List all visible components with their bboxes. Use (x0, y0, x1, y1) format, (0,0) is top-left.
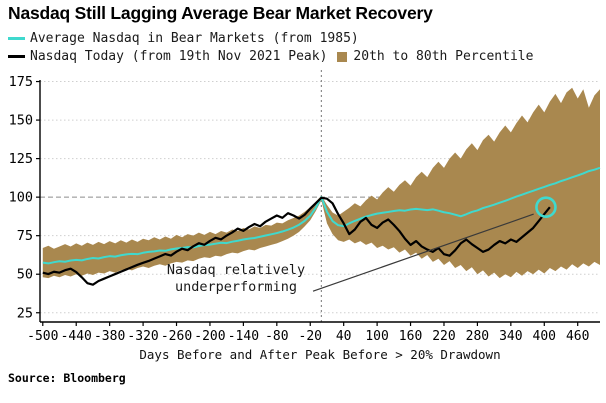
legend-label-average-nasdaq: Average Nasdaq in Bear Markets (from 198… (30, 31, 359, 46)
x-tick-label--440: -440 (61, 329, 92, 344)
nasdaq-today-endpoint-marker (535, 196, 557, 218)
chart-title: Nasdaq Still Lagging Average Bear Market… (8, 3, 433, 23)
today-line-swatch-icon (8, 55, 25, 58)
x-tick-label--80: -80 (265, 329, 288, 344)
average-line-swatch-icon (8, 37, 25, 40)
x-tick-label-160: 160 (399, 329, 422, 344)
source-attribution: Source: Bloomberg (8, 371, 126, 385)
legend-row-2: Nasdaq Today (from 19th Nov 2021 Peak) 2… (8, 49, 543, 64)
x-tick-label--500: -500 (27, 329, 58, 344)
legend-item-percentile-band: 20th to 80th Percentile (337, 49, 533, 64)
percentile-band-swatch-icon (337, 51, 348, 62)
legend-label-nasdaq-today: Nasdaq Today (from 19th Nov 2021 Peak) (30, 49, 328, 64)
x-tick-label-280: 280 (466, 329, 489, 344)
x-tick-label--140: -140 (228, 329, 259, 344)
x-tick-label--200: -200 (194, 329, 225, 344)
annotation-underperforming: Nasdaq relatively underperforming (160, 262, 312, 296)
x-tick-label--380: -380 (94, 329, 125, 344)
x-tick-label-400: 400 (533, 329, 556, 344)
y-tick-label-50: 50 (17, 267, 33, 283)
y-tick-label-25: 25 (17, 305, 33, 321)
y-tick-label-125: 125 (9, 151, 33, 167)
x-tick-label--20: -20 (299, 329, 322, 344)
x-axis-title: Days Before and After Peak Before > 20% … (139, 347, 501, 362)
legend-label-percentile-band: 20th to 80th Percentile (353, 49, 534, 64)
x-tick-label-460: 460 (566, 329, 589, 344)
x-tick-label-100: 100 (365, 329, 388, 344)
y-tick-label-150: 150 (9, 113, 33, 129)
y-tick-label-100: 100 (9, 190, 33, 206)
x-tick-label--320: -320 (127, 329, 158, 344)
legend-item-nasdaq-today: Nasdaq Today (from 19th Nov 2021 Peak) (8, 49, 327, 64)
x-tick-label-220: 220 (432, 329, 455, 344)
annotation-line-2: underperforming (175, 279, 297, 295)
y-tick-label-175: 175 (9, 74, 33, 90)
legend-item-average-nasdaq: Average Nasdaq in Bear Markets (from 198… (8, 31, 359, 46)
annotation-leader-line (312, 213, 534, 292)
x-tick-label-40: 40 (336, 329, 352, 344)
percentile-band (42, 87, 600, 279)
x-tick-label--260: -260 (161, 329, 192, 344)
annotation-line-1: Nasdaq relatively (166, 262, 306, 278)
nasdaq-today-line (42, 196, 551, 286)
legend-row-1: Average Nasdaq in Bear Markets (from 198… (8, 31, 369, 46)
x-tick-label-340: 340 (499, 329, 522, 344)
y-tick-label-75: 75 (17, 228, 33, 244)
